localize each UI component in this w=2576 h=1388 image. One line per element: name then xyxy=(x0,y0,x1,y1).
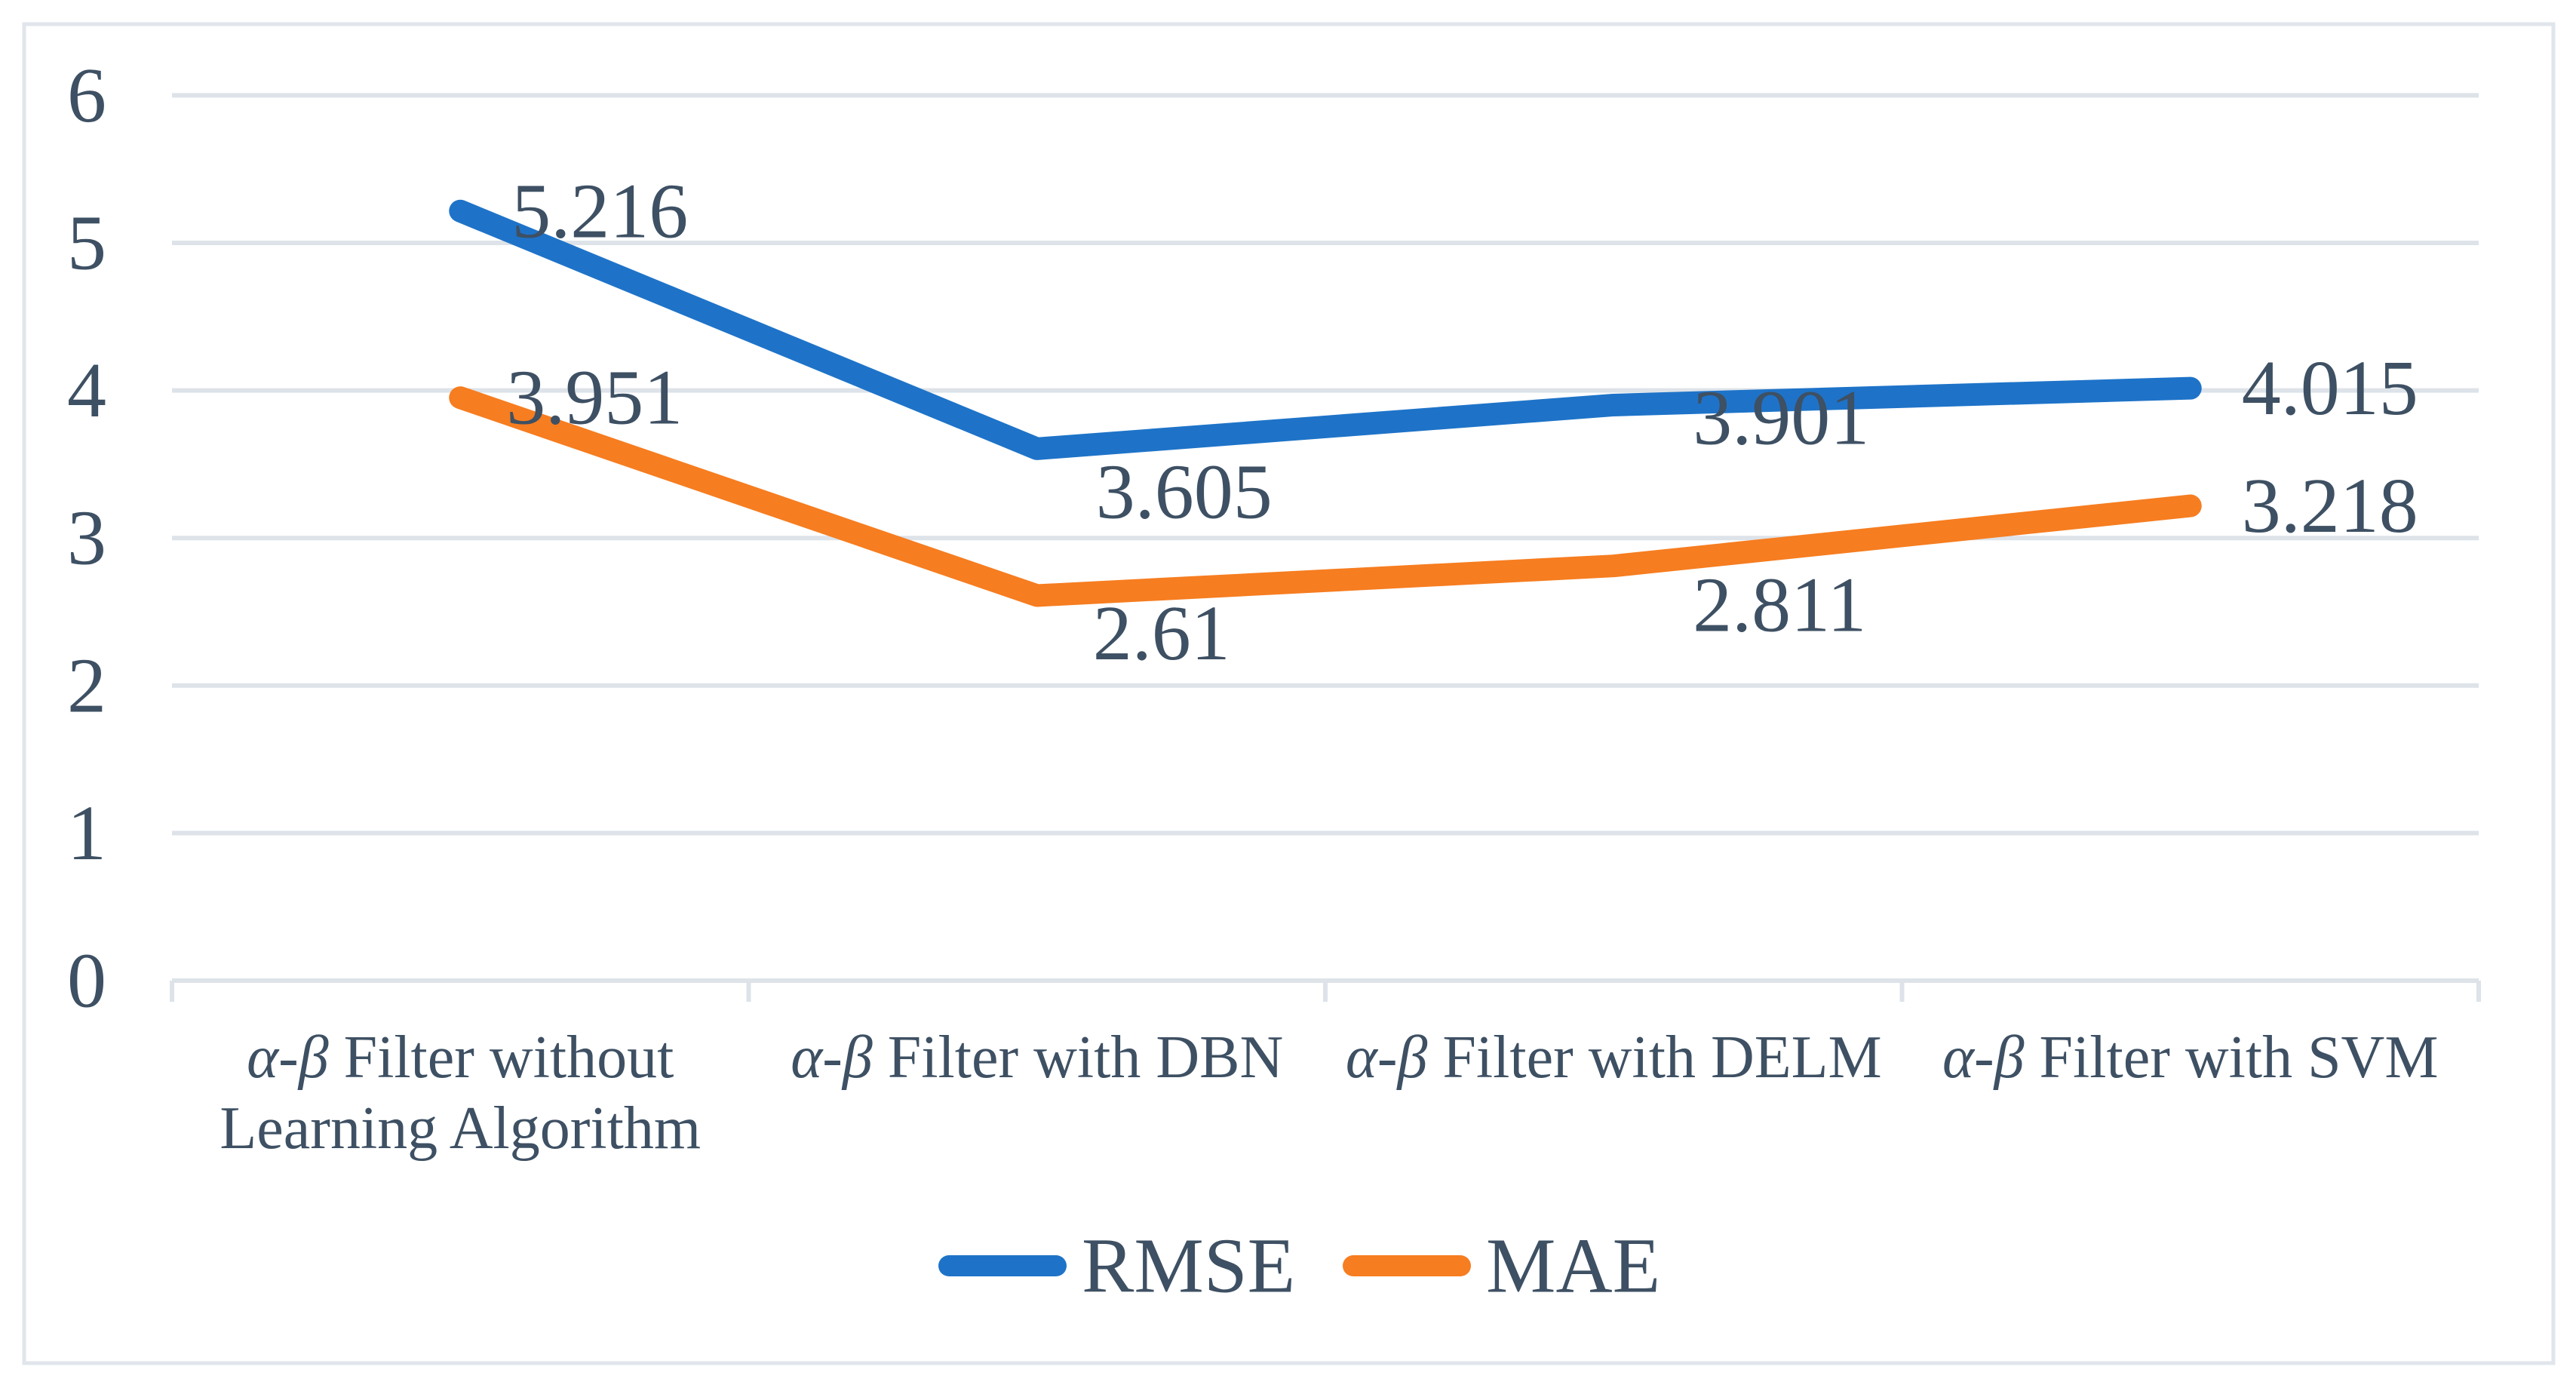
y-axis-tick-label: 4 xyxy=(67,347,106,434)
legend: RMSE MAE xyxy=(938,1223,1660,1310)
x-axis-category-label: α-β Filter without xyxy=(247,1024,674,1091)
data-label: 5.216 xyxy=(511,167,688,254)
y-axis-tick-label: 3 xyxy=(67,495,106,582)
data-label: 2.61 xyxy=(1093,590,1230,677)
data-labels-mae: 3.951 2.61 2.811 3.218 xyxy=(506,355,2418,677)
y-axis-tick-label: 1 xyxy=(67,790,106,877)
y-axis-tick-label: 0 xyxy=(67,938,106,1024)
x-axis-category-label: α-β Filter with DBN xyxy=(791,1024,1283,1091)
series-line-mae xyxy=(449,386,2202,607)
data-label: 4.015 xyxy=(2242,345,2418,431)
legend-item-rmse: RMSE xyxy=(938,1223,1295,1310)
x-axis-ticks xyxy=(170,981,2481,1002)
y-axis-tick-label: 2 xyxy=(67,642,106,729)
y-axis-tick-label: 6 xyxy=(67,52,106,139)
chart-frame xyxy=(22,22,2556,1365)
y-axis-labels: 0 1 2 3 4 5 6 xyxy=(67,52,106,1024)
legend-label-rmse: RMSE xyxy=(1082,1223,1295,1310)
x-axis-category-label: Learning Algorithm xyxy=(220,1095,701,1162)
data-label: 3.951 xyxy=(506,355,683,441)
x-axis-category-label: α-β Filter with SVM xyxy=(1942,1024,2438,1091)
data-label: 3.605 xyxy=(1096,448,1273,535)
y-axis-tick-label: 5 xyxy=(67,200,106,287)
data-label: 2.811 xyxy=(1693,562,1866,649)
data-label: 3.901 xyxy=(1693,374,1869,461)
legend-label-mae: MAE xyxy=(1486,1223,1660,1310)
x-axis-category-label: α-β Filter with DELM xyxy=(1346,1024,1882,1091)
series-line-rmse xyxy=(449,199,2202,460)
data-label: 3.218 xyxy=(2242,462,2418,549)
data-labels-rmse: 5.216 3.605 3.901 4.015 xyxy=(511,167,2418,535)
legend-item-mae: MAE xyxy=(1343,1223,1660,1310)
